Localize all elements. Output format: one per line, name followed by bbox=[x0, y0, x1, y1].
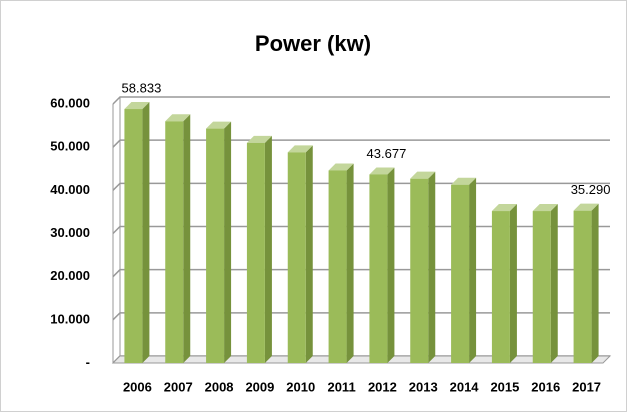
x-tick-label: 2009 bbox=[245, 379, 274, 394]
x-tick-label: 2012 bbox=[368, 379, 397, 394]
grid-line bbox=[112, 268, 610, 278]
bar bbox=[206, 128, 225, 363]
bar-top bbox=[369, 167, 395, 175]
x-tick-label: 2010 bbox=[286, 379, 315, 394]
data-label: 58.833 bbox=[122, 80, 162, 95]
bar-top bbox=[246, 135, 272, 143]
bar-side bbox=[264, 135, 272, 363]
y-tick-label: 10.000 bbox=[50, 311, 90, 326]
bar bbox=[491, 211, 510, 363]
bar-side bbox=[142, 102, 150, 364]
y-tick-label: 40.000 bbox=[50, 182, 90, 197]
x-tick-label: 2007 bbox=[164, 379, 193, 394]
bar bbox=[124, 109, 143, 363]
bar bbox=[573, 210, 592, 363]
bar-side bbox=[224, 121, 232, 363]
bar bbox=[287, 152, 306, 363]
bar-top bbox=[451, 177, 477, 185]
y-tick-label: 30.000 bbox=[50, 225, 90, 240]
x-tick-label: 2015 bbox=[490, 379, 519, 394]
x-tick-label: 2014 bbox=[450, 379, 480, 394]
bar-side bbox=[387, 167, 395, 363]
y-tick-label: 60.000 bbox=[50, 95, 90, 110]
y-tick-label: 20.000 bbox=[50, 268, 90, 283]
bar-side bbox=[509, 204, 517, 363]
bar bbox=[328, 170, 347, 363]
bar-top bbox=[328, 163, 354, 171]
grid-line bbox=[112, 96, 610, 105]
bar-top bbox=[491, 204, 517, 212]
bar-side bbox=[346, 163, 354, 363]
bar-top bbox=[124, 102, 150, 110]
bar bbox=[451, 184, 470, 363]
bar-side bbox=[428, 171, 436, 363]
data-label: 43.677 bbox=[367, 146, 407, 161]
bar bbox=[532, 211, 551, 363]
bar-top bbox=[410, 171, 436, 179]
bar-top bbox=[206, 121, 232, 129]
bar-top bbox=[532, 204, 558, 212]
bar-side bbox=[305, 145, 313, 363]
chart-title: Power (kw) bbox=[255, 31, 371, 56]
grid-line bbox=[112, 225, 610, 235]
floor bbox=[111, 355, 612, 364]
bar-top bbox=[287, 145, 313, 153]
bar bbox=[410, 178, 429, 363]
grid-line bbox=[112, 312, 610, 321]
x-tick-label: 2011 bbox=[327, 379, 355, 394]
bar bbox=[246, 142, 265, 363]
y-tick-label: - bbox=[86, 354, 90, 369]
x-tick-label: 2013 bbox=[409, 379, 438, 394]
grid-line bbox=[112, 182, 610, 191]
x-tick-label: 2017 bbox=[572, 379, 601, 394]
bar-side bbox=[550, 204, 558, 363]
x-tick-label: 2008 bbox=[205, 379, 234, 394]
bar-side bbox=[591, 203, 599, 363]
bar-top bbox=[573, 203, 599, 211]
bar-side bbox=[469, 177, 477, 363]
bar bbox=[165, 121, 184, 364]
bar-top bbox=[165, 114, 191, 122]
x-tick-label: 2016 bbox=[531, 379, 560, 394]
bar bbox=[369, 174, 388, 363]
x-tick-label: 2006 bbox=[123, 379, 152, 394]
bar-side bbox=[183, 114, 191, 364]
grid-line bbox=[112, 139, 610, 148]
data-label: 35.290 bbox=[571, 182, 611, 197]
y-tick-label: 50.000 bbox=[50, 139, 90, 154]
